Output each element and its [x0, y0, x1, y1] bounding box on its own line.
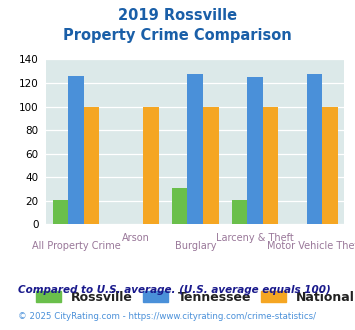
- Bar: [263, 107, 278, 224]
- Legend: Rossville, Tennessee, National: Rossville, Tennessee, National: [36, 291, 355, 304]
- Text: Burglary: Burglary: [175, 241, 216, 251]
- Text: All Property Crime: All Property Crime: [32, 241, 120, 251]
- Text: Property Crime Comparison: Property Crime Comparison: [63, 28, 292, 43]
- Text: 2019 Rossville: 2019 Rossville: [118, 8, 237, 23]
- Bar: [231, 200, 247, 224]
- Bar: [247, 77, 263, 224]
- Bar: [84, 107, 99, 224]
- Bar: [187, 74, 203, 224]
- Bar: [143, 107, 159, 224]
- Text: Compared to U.S. average. (U.S. average equals 100): Compared to U.S. average. (U.S. average …: [18, 285, 331, 295]
- Text: Motor Vehicle Theft: Motor Vehicle Theft: [267, 241, 355, 251]
- Text: Larceny & Theft: Larceny & Theft: [216, 233, 294, 243]
- Text: Arson: Arson: [122, 233, 149, 243]
- Bar: [322, 107, 338, 224]
- Bar: [68, 76, 84, 224]
- Bar: [307, 74, 322, 224]
- Bar: [53, 200, 68, 224]
- Text: © 2025 CityRating.com - https://www.cityrating.com/crime-statistics/: © 2025 CityRating.com - https://www.city…: [18, 312, 316, 321]
- Bar: [203, 107, 219, 224]
- Bar: [172, 188, 187, 224]
